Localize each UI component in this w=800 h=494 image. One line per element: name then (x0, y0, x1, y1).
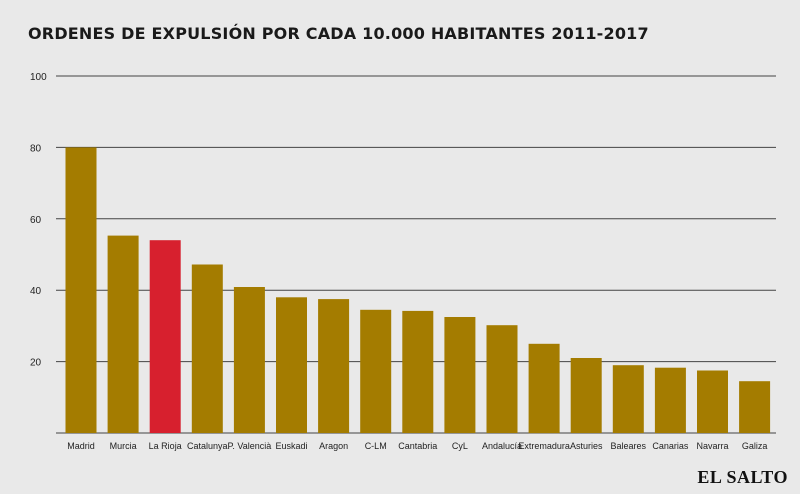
bar-c-lm (360, 309, 392, 433)
bar-canarias (654, 367, 686, 433)
bar-asturies (570, 358, 602, 433)
x-tick-label: Galiza (742, 441, 768, 451)
bar-aragon (318, 299, 350, 433)
y-tick-label: 100 (30, 72, 47, 83)
x-tick-label: Catalunya (187, 441, 228, 451)
x-tick-label: Baleares (611, 441, 647, 451)
brand-logo: EL SALTO (697, 467, 788, 487)
y-tick-label: 40 (30, 286, 42, 297)
bar-cyl (444, 317, 476, 433)
x-tick-label: C-LM (365, 441, 387, 451)
bar-murcia (107, 235, 139, 433)
x-tick-label: Euskadi (275, 441, 307, 451)
bar-madrid (65, 147, 97, 433)
bar-euskadi (276, 297, 307, 433)
y-tick-label: 80 (30, 143, 42, 154)
x-tick-label: P. Valencià (228, 441, 272, 451)
y-tick-label: 20 (30, 358, 42, 369)
bar-la-rioja (149, 240, 181, 433)
x-tick-label: Canarias (652, 441, 689, 451)
x-tick-label: Navarra (696, 441, 728, 451)
x-axis-labels: Madrid Murcia La Rioja Catalunya P. Valencià… (67, 441, 767, 451)
y-tick-label: 60 (30, 215, 42, 226)
bar-cantabria (402, 310, 434, 433)
x-tick-label: Andalucía (482, 441, 522, 451)
chart-title: ORDENES DE EXPULSIÓN POR CADA 10.000 HAB… (28, 24, 649, 43)
bars (65, 147, 771, 434)
bar-navarra (697, 370, 728, 433)
y-axis-ticks: 20 40 60 80 100 (30, 72, 47, 369)
x-tick-label: Cantabria (398, 441, 437, 451)
x-tick-label: Aragon (319, 441, 348, 451)
bar-baleares (612, 365, 644, 433)
bar-galiza (739, 381, 771, 433)
x-tick-label: La Rioja (149, 441, 182, 451)
x-tick-label: CyL (452, 441, 468, 451)
bar-andaluc-a (486, 325, 518, 433)
x-tick-label: Asturies (570, 441, 603, 451)
x-tick-label: Murcia (110, 441, 137, 451)
bar-p-valenci- (233, 287, 265, 433)
bar-catalunya (191, 264, 223, 433)
bar-extremadura (528, 343, 560, 434)
x-tick-label: Madrid (67, 441, 95, 451)
x-tick-label: Extremadura (518, 441, 570, 451)
